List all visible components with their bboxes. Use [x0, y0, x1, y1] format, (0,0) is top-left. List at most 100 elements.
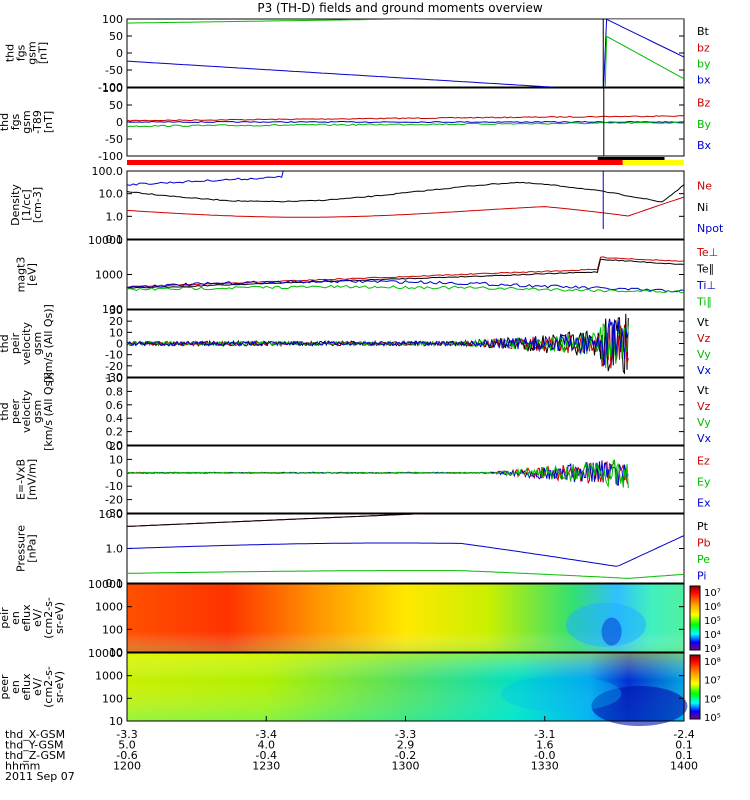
- y-tick-label: -20: [105, 360, 123, 373]
- y-tick-label: 50: [109, 99, 123, 112]
- y-tick-label: 0: [116, 467, 123, 480]
- y-tick-label: 1.0: [106, 210, 124, 223]
- legend-By: By: [697, 118, 712, 131]
- y-tick-label: -50: [105, 133, 123, 146]
- y-axis-label-line: gsm: [26, 41, 39, 64]
- trace-Tipar: [127, 284, 684, 294]
- y-axis-label-line: [eV]: [26, 263, 39, 286]
- legend-Bz: Bz: [697, 97, 711, 110]
- x-tick-label: 4.0: [258, 739, 276, 752]
- panel-frame: [126, 239, 685, 310]
- y-tick-label: 0.6: [106, 399, 124, 412]
- y-axis-label-line: thd: [0, 334, 11, 352]
- trace-velocity: [127, 318, 629, 366]
- y-axis-label-line: Density: [9, 184, 22, 226]
- y-axis-label-line: [nT]: [37, 42, 50, 64]
- y-tick-label: 50: [109, 30, 123, 43]
- y-axis-label-line: [cm-3]: [31, 187, 44, 223]
- legend-Ti∥: Ti∥: [696, 296, 712, 309]
- trace-Bx: [127, 120, 684, 124]
- y-tick-label: -10: [105, 349, 123, 362]
- legend-Vy: Vy: [697, 416, 711, 429]
- y-tick-label: 10: [109, 715, 123, 728]
- panel-frame: [126, 377, 685, 446]
- y-axis-label-line: gsm: [20, 110, 33, 133]
- traces: [127, 313, 629, 375]
- colorbar-label: 10⁶: [704, 602, 721, 613]
- y-axis-label-line: [km/s (All Qs)]: [42, 304, 55, 383]
- y-axis-label-line: thd: [4, 44, 17, 62]
- status-bar-red: [127, 160, 623, 165]
- legend-Ex: Ex: [697, 496, 711, 509]
- spectrogram-blob: [591, 686, 688, 727]
- y-tick-label: 100: [102, 82, 123, 95]
- y-axis-label-line: en: [9, 611, 22, 625]
- x-tick-label: 1.6: [536, 739, 554, 752]
- legend-Ne: Ne: [697, 180, 712, 193]
- legend-Pe: Pe: [697, 553, 710, 566]
- colorbar-label: 10⁷: [704, 676, 721, 687]
- x-tick-label: -0.2: [395, 749, 416, 762]
- x-tick-label: 1330: [531, 760, 559, 773]
- x-row-label: thd_Z-GSM: [5, 749, 65, 762]
- legend-Ni: Ni: [697, 201, 708, 214]
- legend-Pt: Pt: [697, 520, 709, 533]
- y-tick-label: 10.0: [99, 508, 124, 521]
- y-axis-label-line: -T89: [31, 110, 44, 134]
- y-tick-label: -30: [105, 371, 123, 384]
- y-tick-label: 0.1: [106, 577, 124, 590]
- y-tick-label: 100: [102, 623, 123, 636]
- x-tick-label: 0.1: [675, 739, 693, 752]
- panel-peir_vel: 3020100-10-20-30thdpeirvelocitygsm[km/s …: [0, 304, 712, 384]
- y-tick-label: -10: [105, 480, 123, 493]
- x-tick-label: -3.4: [256, 728, 277, 741]
- y-axis-label-line: (cm2-s-: [42, 666, 55, 708]
- panel-fgs: 100 50 0 -50 -100 thdfgsgsm[nT] Bt bz by bx: [4, 13, 711, 94]
- y-tick-label: -100: [98, 81, 123, 94]
- trace-by: [604, 35, 684, 87]
- colorbar-label: 10⁵: [704, 616, 721, 627]
- y-axis-label-line: thd: [0, 113, 11, 131]
- y-tick-label: 0.0: [106, 439, 124, 452]
- y-tick-label: 20: [109, 315, 123, 328]
- legend-Vx: Vx: [697, 432, 712, 445]
- colorbar: [689, 585, 701, 651]
- y-axis-label-line: [mV/m]: [26, 459, 39, 500]
- legend-Vz: Vz: [697, 332, 711, 345]
- legend-Vx: Vx: [697, 364, 712, 377]
- y-axis-label-line: (cm2-s-: [42, 597, 55, 639]
- legend-bz: bz: [697, 41, 710, 54]
- spectrogram-overlay: [127, 653, 684, 721]
- trace-Ne: [127, 196, 684, 218]
- traces: [127, 514, 684, 579]
- trace-efield: [127, 459, 629, 489]
- legend-Ti⊥: Ti⊥: [696, 279, 716, 292]
- legend-Vt: Vt: [697, 316, 710, 329]
- y-axis-label-line: peer: [0, 674, 11, 700]
- panel-pressure: 10.0 1.0 0.1 Pressure[nPa] Pt Pb Pe Pi: [15, 508, 711, 590]
- y-axis-label-line: sr-eV): [53, 602, 66, 634]
- trace-velocity: [127, 322, 629, 369]
- trace-Ni: [127, 181, 684, 203]
- y-axis-label-line: peir: [9, 332, 22, 354]
- panel-peer_spec: 10000 1000 100 10 thdpeerenefluxeV/(cm2-s-sr…: [0, 647, 721, 728]
- x-tick-label: -3.3: [116, 728, 137, 741]
- panel-peer_vel: 1.00.80.60.40.20.0 thdpeervelocitygsm[km/…: [0, 372, 712, 452]
- trace-Pi: [127, 535, 684, 567]
- panels-group: 100500-50-100thdfgsgsm[nT]Btbzbybx100500…: [0, 13, 724, 728]
- y-axis-label-line: gsm: [31, 400, 44, 423]
- trace-Pt: [127, 514, 425, 527]
- legend-Ez: Ez: [697, 454, 710, 467]
- x-tick-label: -2.4: [673, 728, 694, 741]
- y-axis-label: thdpeerenefluxeV/(cm2-s-sr-eV): [0, 666, 66, 708]
- x-tick-label: 0.1: [675, 749, 693, 762]
- legend-Pb: Pb: [697, 537, 711, 550]
- y-axis-label-line: [nPa]: [26, 534, 39, 562]
- y-axis-label-line: gsm: [31, 332, 44, 355]
- y-tick-label: 100.0: [92, 165, 124, 178]
- legend-Te⊥: Te⊥: [696, 246, 718, 259]
- panel-frame: [126, 170, 685, 240]
- y-tick-label: 1.0: [106, 372, 124, 385]
- trace-Tiperp: [127, 279, 684, 293]
- trace-Pe: [127, 570, 684, 579]
